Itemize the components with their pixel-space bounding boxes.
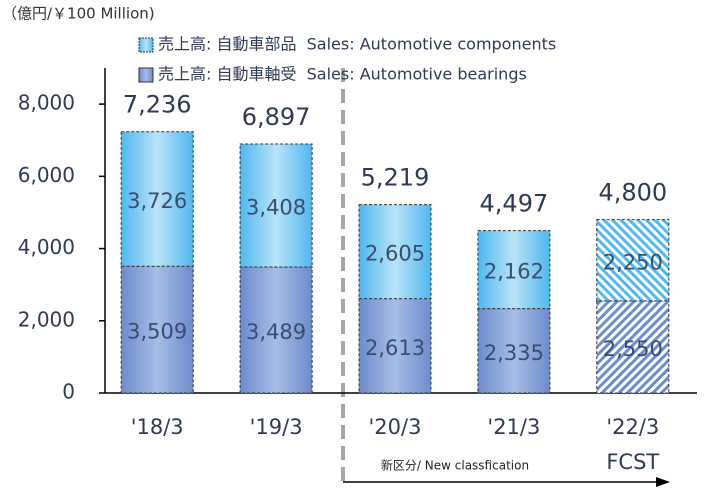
value-label: 3,489	[246, 320, 306, 344]
value-label: 3,726	[127, 189, 187, 213]
total-label: 4,497	[480, 190, 549, 218]
total-label: 7,236	[123, 91, 192, 119]
bar-segment	[239, 143, 313, 268]
bar-segment	[358, 204, 432, 300]
value-label: 3,408	[246, 195, 306, 219]
value-label: 2,550	[603, 337, 663, 361]
bar-segment	[477, 230, 551, 310]
legend-swatch	[138, 67, 154, 83]
bar-segment	[358, 298, 432, 394]
bar-segment	[239, 266, 313, 394]
legend-label: 売上高: 自動車部品 Sales: Automotive components	[158, 35, 556, 54]
x-tick-label: '19/3	[250, 415, 303, 439]
arrow-head	[656, 477, 670, 487]
y-tick-label: 6,000	[18, 163, 75, 187]
y-tick-label: 2,000	[18, 307, 75, 331]
unit-label: （億円/￥100 Million)	[2, 5, 155, 23]
value-label: 3,509	[127, 320, 187, 344]
bar-segment	[120, 265, 194, 394]
value-label: 2,605	[365, 242, 425, 266]
y-tick-label: 0	[62, 380, 75, 404]
x-tick-label: '22/3	[606, 415, 659, 439]
x-tick-note: FCST	[606, 450, 659, 474]
value-label: 2,162	[484, 260, 544, 284]
legend-label: 売上高: 自動車軸受 Sales: Automotive bearings	[158, 65, 527, 84]
annotation: 新区分/ New classfication	[381, 458, 529, 473]
value-label: 2,250	[603, 250, 663, 274]
x-tick-label: '21/3	[487, 415, 540, 439]
bar-segment	[477, 308, 551, 394]
bar-segment	[596, 219, 670, 302]
total-label: 5,219	[361, 164, 430, 192]
x-tick-label: '20/3	[369, 415, 422, 439]
value-label: 2,613	[365, 336, 425, 360]
y-tick-label: 8,000	[18, 91, 75, 115]
y-tick-label: 4,000	[18, 235, 75, 259]
value-label: 2,335	[484, 341, 544, 365]
bar-segment	[120, 131, 194, 267]
total-label: 6,897	[242, 103, 311, 131]
x-tick-label: '18/3	[131, 415, 184, 439]
total-label: 4,800	[598, 179, 667, 207]
legend-swatch	[138, 37, 154, 53]
bar-segment	[596, 300, 670, 394]
